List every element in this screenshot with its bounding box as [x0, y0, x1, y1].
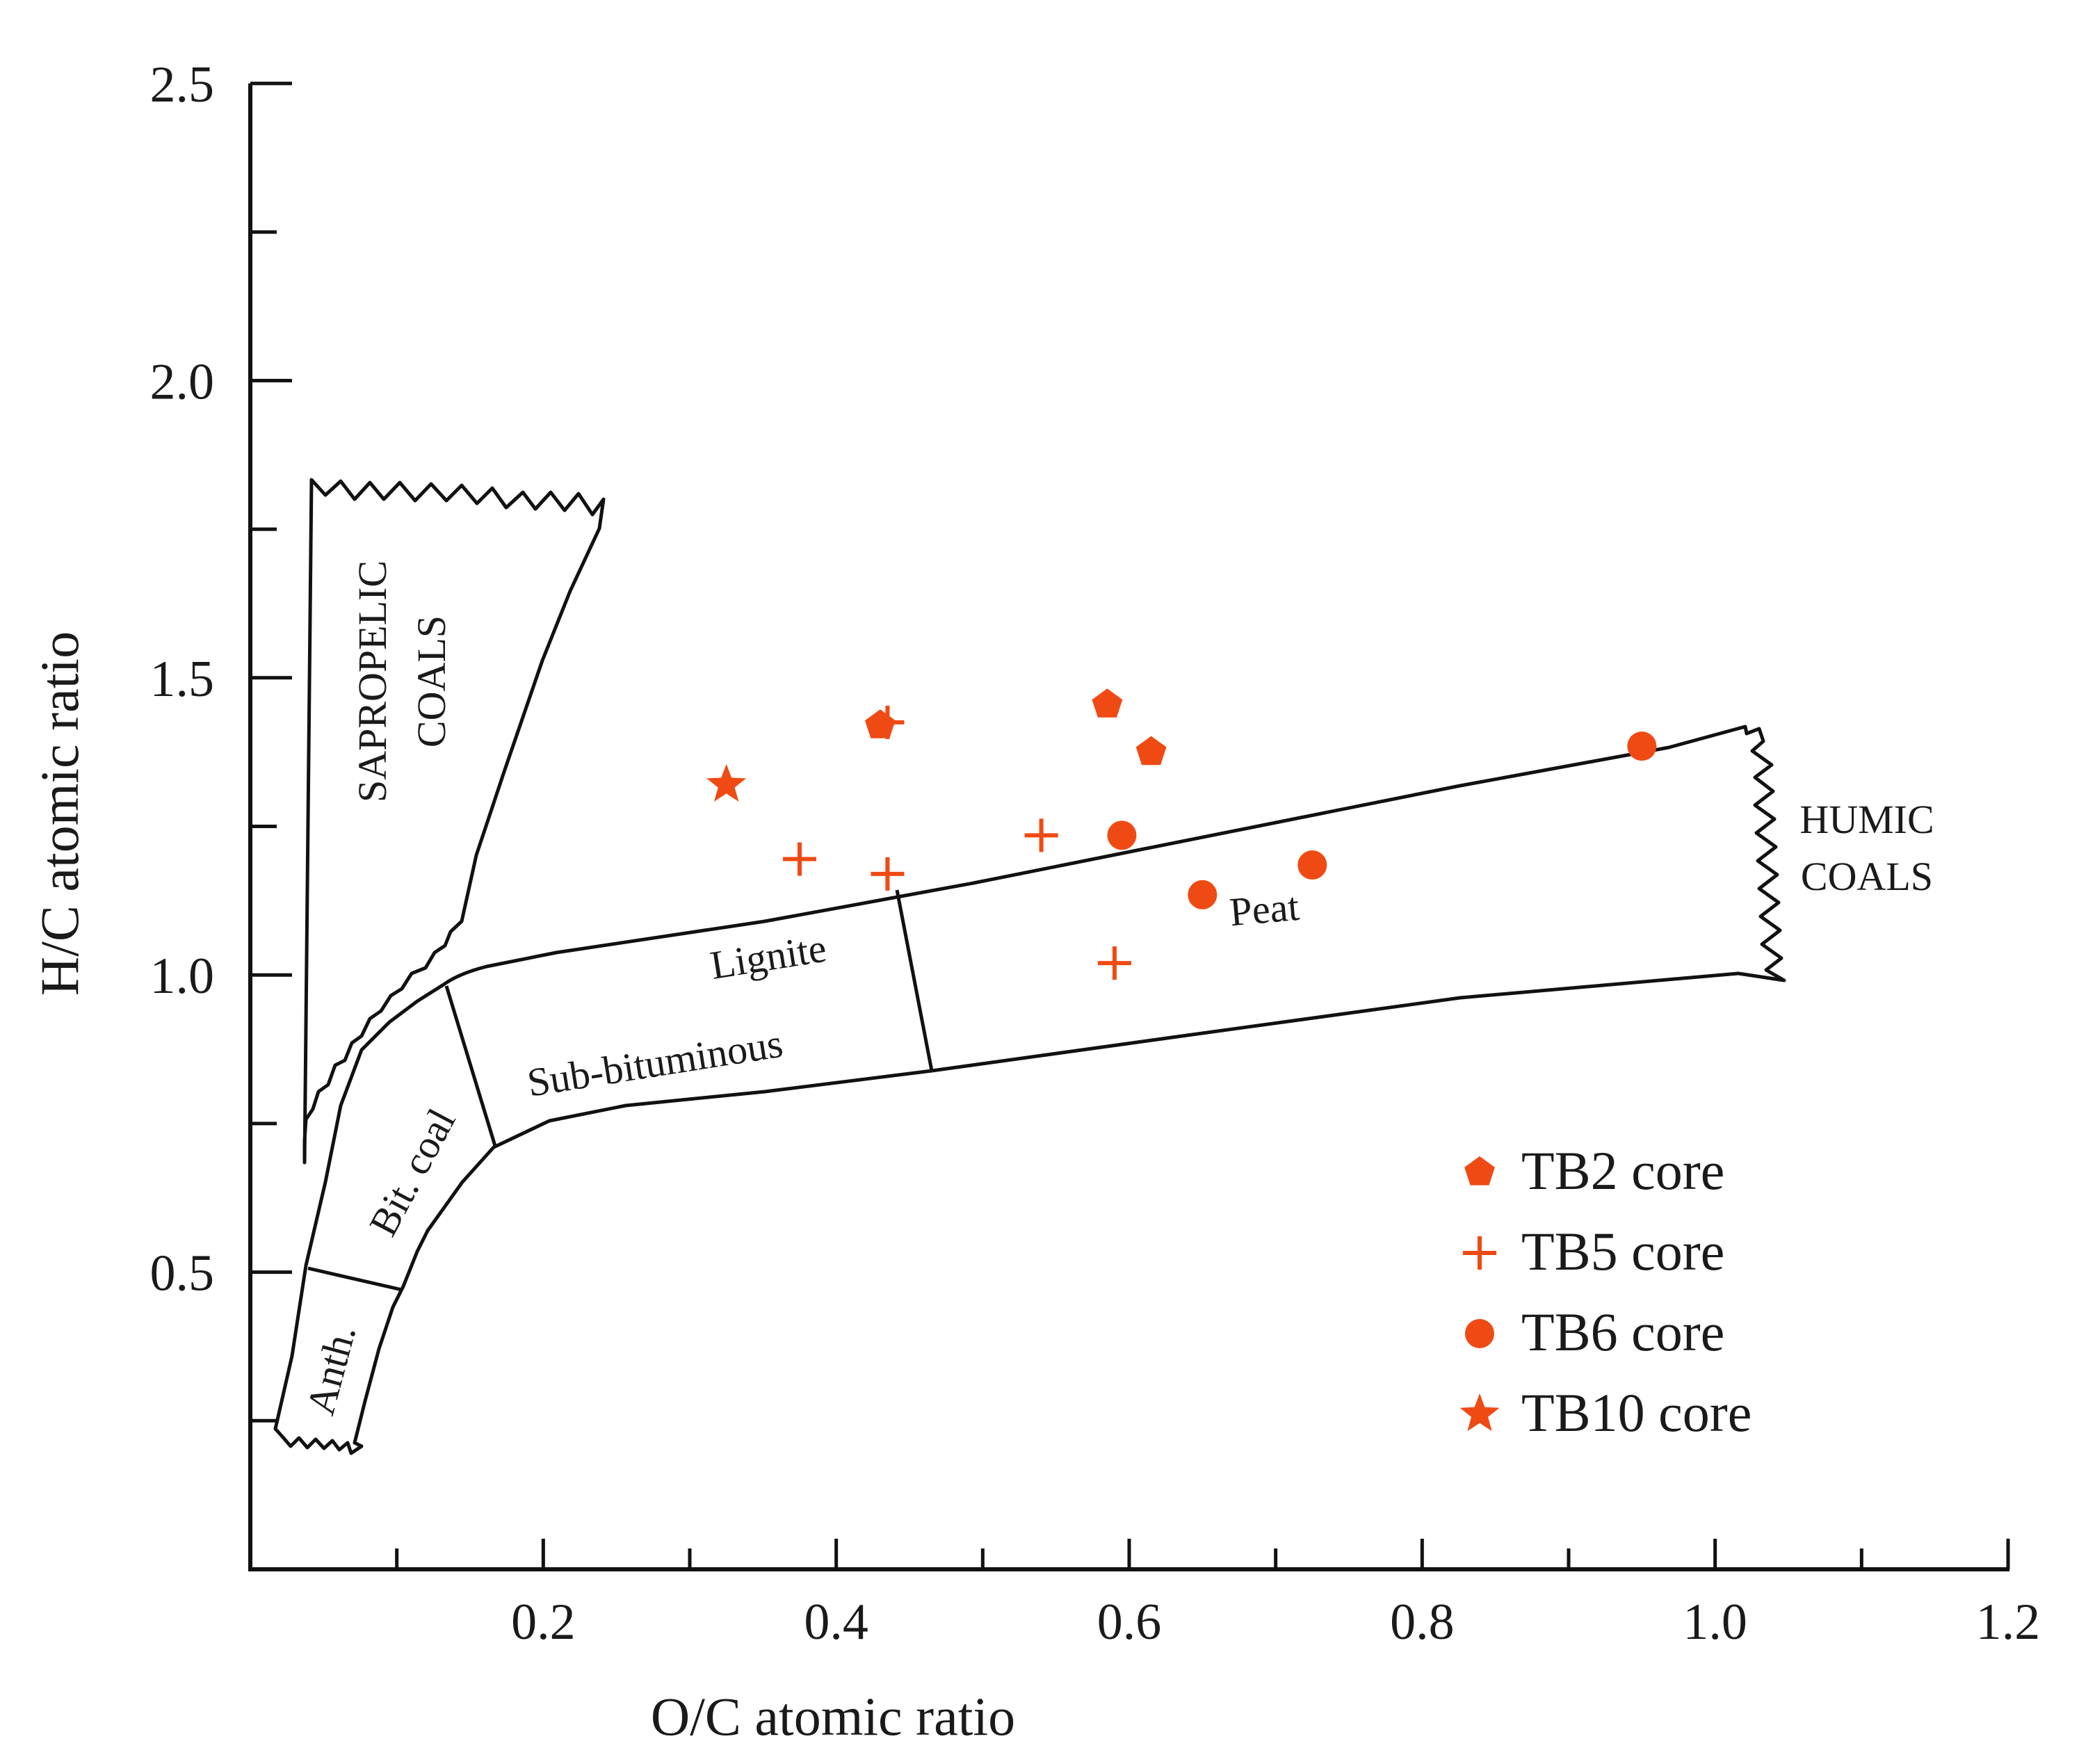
- x-tick-label: 0.4: [804, 1594, 868, 1651]
- data-point-circle: [1188, 880, 1218, 909]
- y-tick-label: 2.5: [150, 56, 215, 113]
- data-point-circle: [1627, 731, 1657, 761]
- legend-label-tb5: TB5 core: [1521, 1221, 1724, 1281]
- coal-band-outline: [273, 725, 1786, 1455]
- legend-pentagon-icon: [1464, 1156, 1495, 1186]
- x-axis-title: O/C atomic ratio: [651, 1686, 1015, 1747]
- legend-item-tb5: TB5 core: [1463, 1221, 1724, 1281]
- data-point-pentagon: [1092, 688, 1123, 718]
- data-points: [706, 688, 1657, 980]
- humic-coals-label: COALS: [1801, 854, 1933, 899]
- lignite-label: Lignite: [707, 925, 830, 988]
- legend-marker-star: [1459, 1393, 1500, 1432]
- bit-coal-label: Bit. coal: [360, 1101, 464, 1243]
- data-point-pentagon: [1135, 736, 1167, 766]
- axis-ticks: [250, 81, 2010, 1569]
- legend-item-tb2: TB2 core: [1464, 1140, 1724, 1201]
- legend-circle-icon: [1465, 1319, 1494, 1348]
- peat-label: Peat: [1228, 884, 1301, 934]
- sapropelic-coals-label: COALS: [409, 615, 454, 747]
- y-tick-label: 0.5: [150, 1245, 215, 1302]
- data-point-plus: [783, 842, 816, 876]
- y-tick-label: 1.5: [150, 651, 215, 708]
- legend-item-tb6: TB6 core: [1465, 1302, 1724, 1362]
- y-tick-label: 1.0: [150, 948, 215, 1005]
- data-point-plus: [1097, 946, 1131, 980]
- x-tick-label: 1.2: [1976, 1594, 2041, 1651]
- y-axis-title: H/C atomic ratio: [29, 631, 90, 996]
- legend-plus-icon: [1463, 1236, 1496, 1270]
- x-tick-label: 0.2: [511, 1594, 576, 1651]
- humic-label: HUMIC: [1799, 797, 1934, 842]
- data-point-plus: [871, 857, 905, 891]
- region-labels: SAPROPELIC COALS HUMIC COALS Lignite Sub…: [298, 560, 1934, 1419]
- data-point-circle: [1107, 820, 1137, 850]
- data-point-plus: [1024, 818, 1058, 852]
- boundary-anth-bit: [307, 1266, 403, 1292]
- y-tick-label: 2.0: [150, 353, 215, 410]
- legend-label-tb6: TB6 core: [1521, 1302, 1724, 1362]
- legend-marker-circle: [1465, 1319, 1494, 1348]
- legend-star-icon: [1459, 1393, 1500, 1432]
- data-point-star: [706, 763, 747, 802]
- x-tick-label: 0.6: [1097, 1594, 1162, 1651]
- coal-region-outlines: [273, 478, 1786, 1455]
- legend: TB2 core TB5 core TB6 core TB10 core: [1459, 1140, 1752, 1443]
- legend-label-tb2: TB2 core: [1521, 1140, 1724, 1201]
- sapropelic-label: SAPROPELIC: [350, 560, 395, 802]
- boundary-bit-subbit: [444, 985, 497, 1147]
- legend-label-tb10: TB10 core: [1521, 1382, 1752, 1443]
- boundary-lignite-peat: [895, 889, 934, 1071]
- data-point-circle: [1297, 850, 1327, 880]
- legend-item-tb10: TB10 core: [1459, 1382, 1752, 1443]
- legend-marker-pentagon: [1464, 1156, 1495, 1186]
- x-tick-label: 1.0: [1683, 1594, 1747, 1651]
- anth-label: Anth.: [298, 1320, 365, 1420]
- legend-marker-plus: [1463, 1236, 1496, 1270]
- axis-tick-labels: 0.2 0.4 0.6 0.8 1.0 1.2 0.5 1.0 1.5 2.0 2.5: [150, 56, 2041, 1651]
- x-tick-label: 0.8: [1390, 1594, 1455, 1651]
- sapropelic-region: [302, 478, 606, 1165]
- data-point-plus: [871, 705, 905, 739]
